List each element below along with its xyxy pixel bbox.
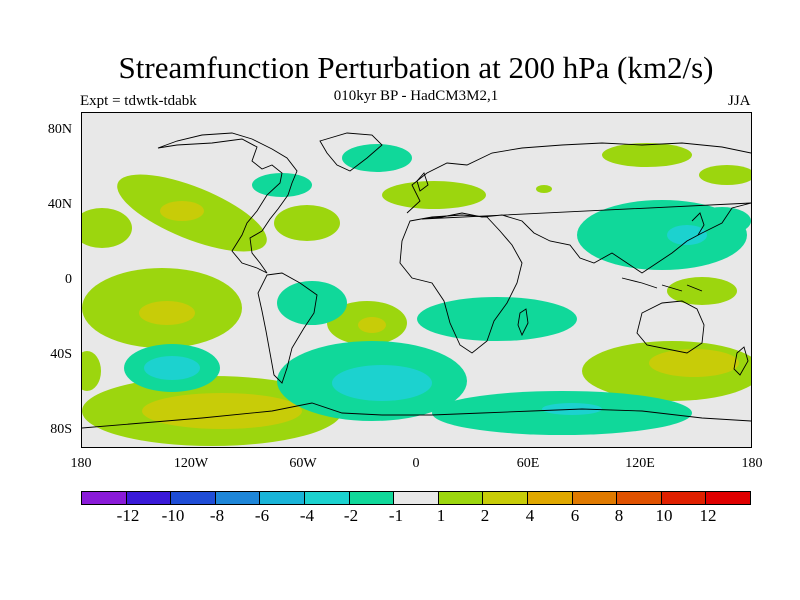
field-negative-2 (144, 225, 707, 415)
lon-label-120w: 120W (173, 456, 209, 471)
colorbar-label: 2 (480, 506, 490, 525)
colorbar-box (82, 492, 127, 504)
colorbar-box (349, 492, 395, 504)
chart-subtitle: 010kyr BP - HadCM3M2,1 (333, 88, 499, 104)
experiment-label: Expt = tdwtk-tdabk (80, 93, 197, 109)
field-negative-1 (124, 144, 751, 435)
lat-label-40n: 40N (47, 197, 72, 212)
coastlines (82, 132, 751, 429)
lon-label-180e: 180 (741, 456, 763, 471)
colorbar-box (617, 492, 662, 504)
lat-label-0: 0 (65, 272, 72, 287)
colorbar-label: -2 (343, 506, 359, 525)
lat-label-40s: 40S (50, 347, 72, 362)
colorbar-box (572, 492, 618, 504)
field-positive-1 (82, 143, 751, 446)
lon-label-60w: 60W (289, 456, 317, 471)
colorbar-label: 4 (525, 506, 535, 525)
season-label: JJA (728, 93, 751, 109)
colorbar-box (304, 492, 350, 504)
lon-label-120e: 120E (625, 456, 655, 471)
chart-title: Streamfunction Perturbation at 200 hPa (… (118, 50, 714, 85)
colorbar (81, 491, 751, 505)
lon-label-180w: 180 (70, 456, 92, 471)
colorbar-label: -8 (209, 506, 225, 525)
colorbar-label: 1 (436, 506, 446, 525)
lon-label-0: 0 (412, 456, 420, 471)
map-panel (81, 112, 752, 448)
colorbar-label: 12 (699, 506, 717, 525)
map-field (82, 113, 751, 447)
lat-label-80s: 80S (50, 422, 72, 437)
colorbar-label: -1 (388, 506, 404, 525)
colorbar-box (394, 492, 439, 504)
colorbar-label: 6 (570, 506, 580, 525)
lon-label-60e: 60E (516, 456, 540, 471)
colorbar-label: 8 (614, 506, 624, 525)
colorbar-label: -6 (254, 506, 270, 525)
colorbar-box (126, 492, 172, 504)
colorbar-label: -10 (161, 506, 185, 525)
colorbar-box (706, 492, 750, 504)
colorbar-label: 10 (655, 506, 673, 525)
colorbar-box (661, 492, 707, 504)
lat-label-80n: 80N (47, 122, 72, 137)
colorbar-box (527, 492, 573, 504)
field-positive-2 (139, 201, 739, 429)
colorbar-label: -4 (299, 506, 315, 525)
colorbar-box (260, 492, 305, 504)
colorbar-box (483, 492, 528, 504)
colorbar-box (438, 492, 484, 504)
colorbar-label: -12 (116, 506, 140, 525)
colorbar-box (215, 492, 261, 504)
colorbar-box (171, 492, 216, 504)
